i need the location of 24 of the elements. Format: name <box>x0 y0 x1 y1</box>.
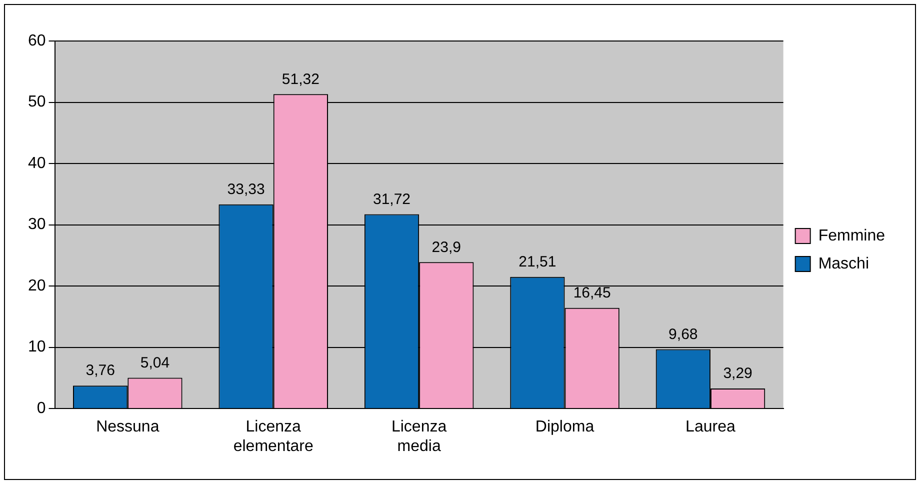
data-label: 16,45 <box>573 284 611 302</box>
data-label: 21,51 <box>518 253 556 270</box>
y-tick-label: 50 <box>28 94 46 111</box>
x-tick-label: Nessuna <box>96 418 160 436</box>
y-tick-label: 30 <box>28 216 46 234</box>
x-tick-label: Licenza elementare <box>233 418 314 455</box>
data-label: 3,29 <box>723 365 752 382</box>
data-label: 33,33 <box>227 181 265 198</box>
y-tick-label: 40 <box>28 154 46 172</box>
data-label: 31,72 <box>372 190 411 208</box>
data-label: 51,32 <box>282 70 320 88</box>
legend-label: Femmine <box>818 227 886 244</box>
y-tick-label: 10 <box>28 338 46 356</box>
legend-label: Maschi <box>818 255 870 272</box>
y-tick-label: 0 <box>36 400 46 418</box>
x-tick-label: Licenza media <box>391 418 447 455</box>
y-tick-label: 60 <box>28 32 46 50</box>
data-label: 23,9 <box>432 238 461 256</box>
y-tick-label: 20 <box>28 277 46 294</box>
data-label: 3,76 <box>86 362 115 380</box>
x-tick-label: Diploma <box>535 418 594 436</box>
data-label: 5,04 <box>140 354 170 372</box>
data-label: 9,68 <box>668 326 698 343</box>
x-tick-label: Laurea <box>686 418 736 436</box>
